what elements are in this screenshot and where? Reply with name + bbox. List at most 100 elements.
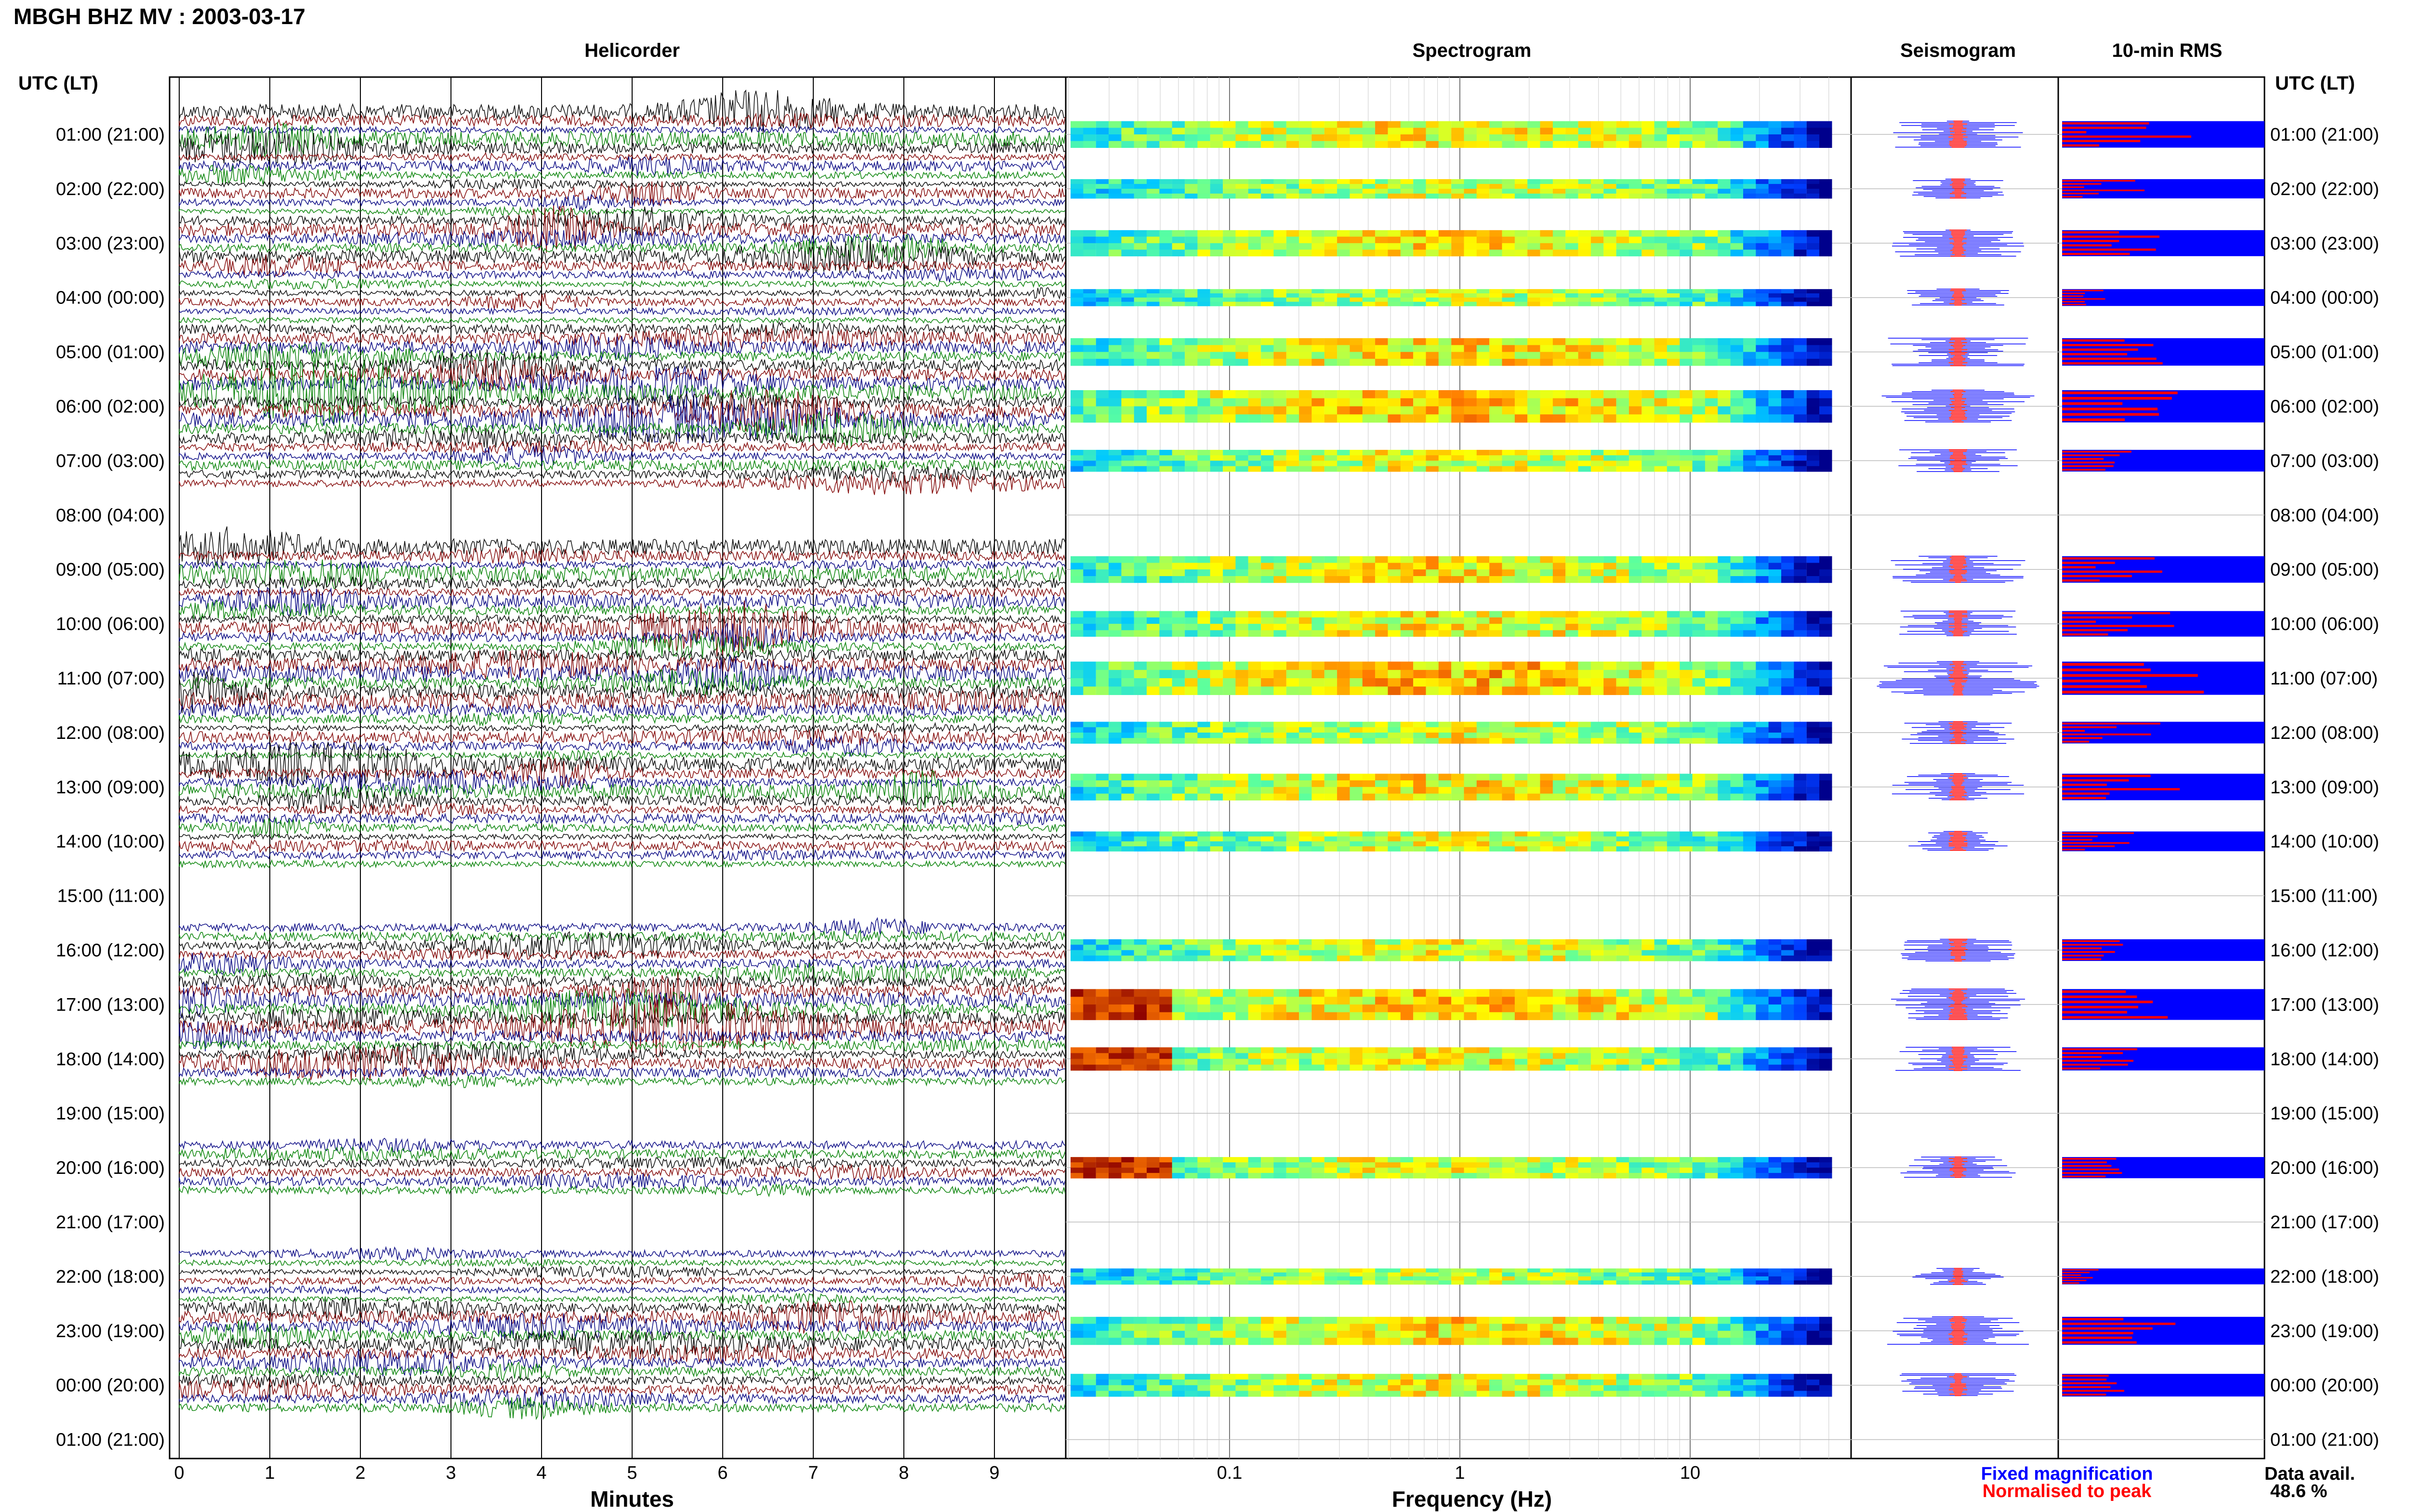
- spectrogram-cell: [1096, 250, 1109, 257]
- spectrogram-cell: [1743, 836, 1756, 842]
- spectrogram-cell: [1337, 1338, 1350, 1345]
- spectrogram-cell: [1134, 793, 1147, 801]
- spectrogram-cell: [1413, 670, 1426, 679]
- spectrogram-cell: [1730, 630, 1744, 637]
- spectrogram-cell: [1476, 455, 1490, 461]
- spectrogram-cell: [1324, 184, 1337, 189]
- spectrogram-cell: [1311, 793, 1324, 801]
- spectrogram-cell: [1464, 237, 1477, 244]
- spectrogram-cell: [1692, 1157, 1706, 1163]
- spectrogram-cell: [1109, 293, 1122, 298]
- spectrogram-cell: [1476, 352, 1490, 359]
- spectrogram-cell: [1806, 997, 1820, 1005]
- spectrogram-cell: [1730, 250, 1744, 257]
- spectrogram-cell: [1768, 630, 1782, 637]
- spectrogram-cell: [1096, 686, 1109, 695]
- spectrogram-cell: [1286, 121, 1299, 128]
- spectrogram-cell: [1692, 1338, 1706, 1345]
- spectrogram-cell: [1261, 955, 1274, 961]
- spectrogram-cell: [1172, 732, 1185, 738]
- spectrogram-cell: [1159, 302, 1172, 306]
- spectrogram-cell: [1705, 1338, 1718, 1345]
- spectrogram-cell: [1375, 352, 1388, 359]
- spectrogram-cell: [1476, 841, 1490, 847]
- spectrogram-cell: [1756, 390, 1769, 399]
- spectrogram-cell: [1603, 611, 1616, 618]
- spectrogram-cell: [1540, 302, 1553, 306]
- spectrogram-cell: [1413, 398, 1426, 407]
- spectrogram-cell: [1756, 945, 1769, 950]
- spectrogram-cell: [1489, 1162, 1502, 1168]
- spectrogram-cell: [1261, 297, 1274, 302]
- spectrogram-cell: [1628, 678, 1642, 687]
- spectrogram-cell: [1641, 179, 1655, 184]
- spectrogram-cell: [1438, 1338, 1452, 1345]
- spectrogram-cell: [1718, 945, 1731, 950]
- spectrogram-cell: [1413, 727, 1426, 733]
- spectrogram-cell: [1071, 945, 1084, 950]
- spectrogram-cell: [1718, 678, 1731, 687]
- spectrogram-cell: [1819, 611, 1832, 618]
- spectrogram-cell: [1337, 939, 1350, 945]
- spectrogram-cell: [1464, 184, 1477, 189]
- spectrogram-cell: [1375, 128, 1388, 135]
- spectrogram-cell: [1261, 1004, 1274, 1012]
- spectrogram-cell: [1578, 293, 1591, 298]
- spectrogram-cell: [1730, 624, 1744, 631]
- spectrogram-cell: [1121, 836, 1134, 842]
- spectrogram-cell: [1362, 611, 1376, 618]
- spectrogram-cell: [1388, 670, 1401, 679]
- spectrogram-cell: [1730, 780, 1744, 788]
- spectrogram-cell: [1109, 841, 1122, 847]
- helicorder-trace: [179, 931, 1066, 961]
- spectrogram-cell: [1514, 738, 1528, 744]
- spectrogram-cell: [1438, 793, 1452, 801]
- spectrogram-cell: [1527, 1276, 1540, 1281]
- spectrogram-cell: [1705, 1330, 1718, 1338]
- spectrogram-cell: [1172, 237, 1185, 244]
- spectrogram-cell: [1768, 1276, 1782, 1281]
- spectrogram-cell: [1451, 630, 1464, 637]
- spectrogram-cell: [1185, 1053, 1198, 1059]
- spectrogram-cell: [1590, 732, 1604, 738]
- spectrogram-cell: [1451, 738, 1464, 744]
- spectrogram-cell: [1743, 1276, 1756, 1281]
- panel-title-seismogram: Seismogram: [1900, 40, 2016, 61]
- spectrogram-cell: [1489, 345, 1502, 352]
- spectrogram-cell: [1476, 398, 1490, 407]
- spectrogram-cell: [1451, 841, 1464, 847]
- spectrogram-cell: [1616, 293, 1629, 298]
- spectrogram-cell: [1172, 1012, 1185, 1020]
- spectrogram-cell: [1768, 780, 1782, 788]
- spectrogram-cell: [1819, 121, 1832, 128]
- spectrogram-cell: [1628, 787, 1642, 794]
- spectrogram-cell: [1109, 237, 1122, 244]
- spectrogram-cell: [1743, 188, 1756, 194]
- spectrogram-cell: [1426, 1280, 1439, 1285]
- spectrogram-cell: [1248, 1385, 1261, 1391]
- spectrogram-cell: [1464, 1385, 1477, 1391]
- spectrogram-cell: [1552, 1385, 1566, 1391]
- spectrogram-cell: [1654, 390, 1668, 399]
- spectrogram-cell: [1121, 352, 1134, 359]
- spectrogram-cell: [1794, 836, 1807, 842]
- spectrogram-cell: [1590, 345, 1604, 352]
- spectrogram-cell: [1578, 289, 1591, 294]
- spectrogram-cell: [1692, 1374, 1706, 1380]
- spectrogram-cell: [1350, 1162, 1363, 1168]
- spectrogram-cell: [1552, 1168, 1566, 1173]
- spectrogram-cell: [1197, 774, 1210, 781]
- spectrogram-cell: [1273, 617, 1286, 624]
- spectrogram-cell: [1400, 569, 1414, 577]
- spectrogram-cell: [1096, 1324, 1109, 1331]
- spectrogram-cell: [1388, 293, 1401, 298]
- spectrogram-cell: [1223, 250, 1236, 257]
- spectrogram-cell: [1413, 722, 1426, 728]
- spectrogram-cell: [1692, 1268, 1706, 1273]
- spectrogram-cell: [1730, 230, 1744, 237]
- spectrogram-cell: [1337, 1047, 1350, 1053]
- spectrogram-cell: [1223, 556, 1236, 563]
- spectrogram-cell: [1210, 358, 1223, 366]
- spectrogram-cell: [1718, 128, 1731, 135]
- spectrogram-cell: [1159, 787, 1172, 794]
